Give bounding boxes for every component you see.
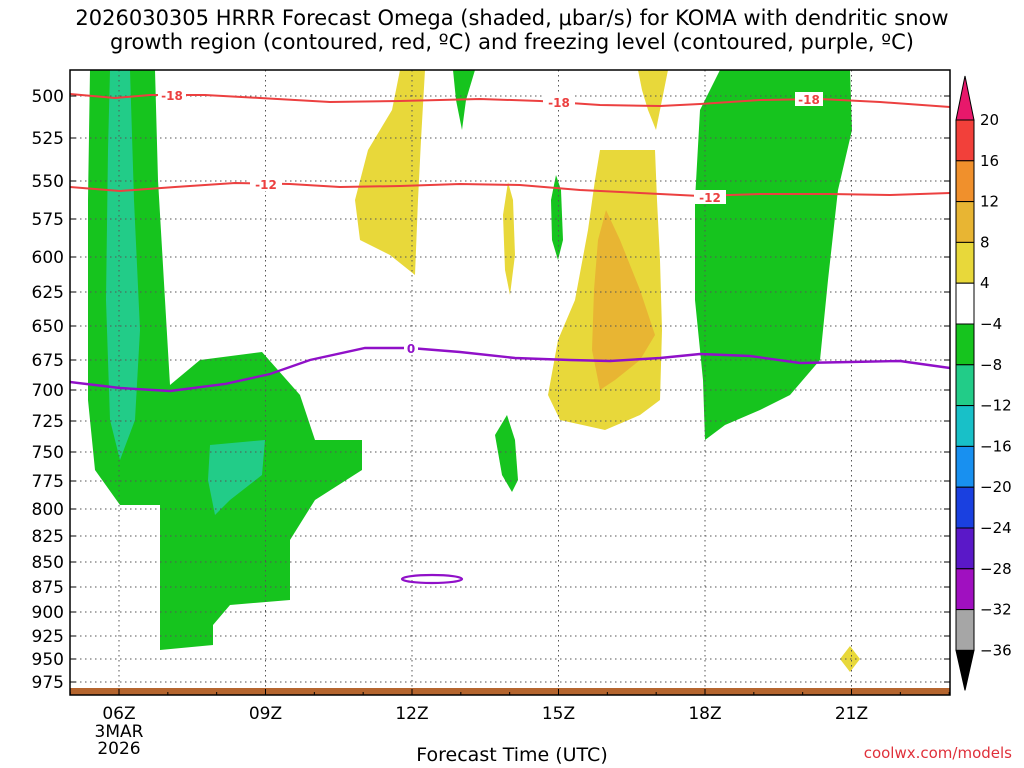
y-tick-label: 825 [32, 527, 64, 547]
omega-shading [70, 70, 950, 695]
credit-text: coolwx.com/models [863, 744, 1012, 762]
colorbar-label: −12 [980, 397, 1012, 415]
title-line-2: growth region (contoured, red, ºC) and f… [110, 30, 914, 54]
omega-region-green-narrow [551, 175, 563, 260]
y-tick-label: 850 [32, 553, 64, 573]
freezing-level-loop [400, 573, 464, 585]
freezing-label: 0 [407, 342, 415, 356]
y-tick-label: 625 [32, 283, 64, 303]
dgz-label-1: -18 [161, 89, 183, 103]
colorbar-label: −4 [980, 315, 1002, 333]
x-date-label: 2026 [97, 739, 140, 759]
dgz-contour-minus12 [70, 181, 950, 198]
x-tick-label: 21Z [835, 704, 868, 724]
y-tick-label: 750 [32, 443, 64, 463]
ground-strip [70, 688, 950, 695]
omega-region-teal-lower [208, 440, 265, 515]
y-tick-label: 600 [32, 248, 64, 268]
title-line-1: 2026030305 HRRR Forecast Omega (shaded, … [75, 6, 949, 30]
colorbar-label: 16 [980, 152, 999, 170]
colorbar-segment [955, 609, 975, 651]
colorbar-segment [955, 486, 975, 529]
colorbar-segment [955, 323, 975, 366]
colorbar-segment [955, 568, 975, 611]
colorbar-label: 4 [980, 274, 990, 292]
y-tick-label: 925 [32, 627, 64, 647]
y-tick-label: 725 [32, 412, 64, 432]
colorbar-label: 8 [980, 233, 990, 251]
omega-region-teal-left [106, 70, 140, 460]
y-tick-label: 525 [32, 129, 64, 149]
colorbar-label: −8 [980, 356, 1002, 374]
y-tick-label: 975 [32, 673, 64, 693]
y-tick-label: 675 [32, 351, 64, 371]
x-date-label: 3MAR [95, 722, 144, 742]
colorbar-segment [955, 160, 975, 203]
dgz-label-4: -12 [255, 178, 277, 192]
colorbar-segment [955, 364, 975, 407]
x-tick-label: 15Z [542, 704, 575, 724]
omega-region-yellow-top-right [638, 70, 668, 130]
colorbar-segment [955, 405, 975, 447]
colorbar-label: 20 [980, 111, 999, 129]
y-tick-label: 700 [32, 381, 64, 401]
omega-region-green-drop [495, 415, 518, 492]
chart-title: 2026030305 HRRR Forecast Omega (shaded, … [0, 6, 1024, 54]
y-tick-label: 775 [32, 472, 64, 492]
x-axis-label: Forecast Time (UTC) [416, 744, 608, 766]
contour-labels: -18 -18 -18 -12 -12 0 [158, 88, 823, 356]
colorbar-label: 12 [980, 193, 999, 211]
colorbar-segment [955, 445, 975, 488]
colorbar-segment [955, 282, 975, 325]
colorbar-segment [955, 241, 975, 284]
omega-region-yellow-upper [355, 70, 425, 275]
colorbar-label: −16 [980, 437, 1012, 455]
colorbar-label: −28 [980, 560, 1012, 578]
colorbar-segment [955, 119, 975, 162]
grid [70, 70, 950, 695]
omega-region-yellow-thin [503, 182, 515, 295]
colorbar-label: −32 [980, 601, 1012, 619]
y-tick-label: 950 [32, 650, 64, 670]
dgz-label-2: -18 [548, 96, 570, 110]
y-tick-label: 550 [32, 172, 64, 192]
freezing-level-contour [70, 346, 950, 393]
x-tick-label: 06Z [102, 704, 135, 724]
y-tick-label: 500 [32, 87, 64, 107]
colorbar-label: −24 [980, 519, 1012, 537]
colorbar-label: −20 [980, 478, 1012, 496]
y-tick-label: 900 [32, 603, 64, 623]
y-tick-label: 800 [32, 500, 64, 520]
colorbar-segment [955, 201, 975, 243]
y-axis: 500 525 550 575 600 625 650 675 700 725 750 775 800 8… [32, 87, 950, 693]
omega-region-orange [592, 210, 655, 390]
colorbar-bottom-arrow [955, 649, 975, 691]
dgz-label-3: -18 [798, 93, 820, 107]
y-tick-label: 575 [32, 210, 64, 230]
colorbar-segment [955, 527, 975, 570]
colorbar-top-arrow [955, 75, 975, 121]
colorbar: 20 16 12 8 4 −4 −8 −12 −16 −20 −24 −28 −32 −36 [955, 75, 1012, 691]
y-tick-label: 875 [32, 578, 64, 598]
colorbar-label: −36 [980, 641, 1012, 659]
x-tick-label: 18Z [688, 704, 721, 724]
x-tick-label: 12Z [395, 704, 428, 724]
dgz-label-5: -12 [699, 191, 721, 205]
x-tick-label: 09Z [249, 704, 282, 724]
omega-region-green-right [695, 70, 852, 440]
y-tick-label: 650 [32, 317, 64, 337]
